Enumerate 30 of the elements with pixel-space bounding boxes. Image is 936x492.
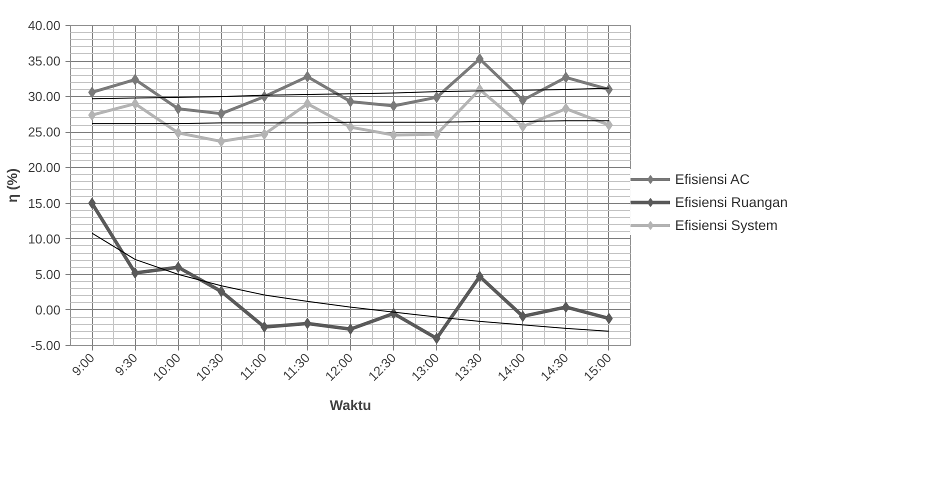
y-tick-label: 20.00	[28, 160, 61, 176]
point	[217, 286, 226, 297]
point	[476, 271, 484, 282]
point	[476, 53, 484, 64]
y-tick-label: 35.00	[28, 54, 61, 69]
point	[518, 120, 527, 132]
y-axis-title: η (%)	[4, 168, 20, 203]
legend-label: Efisiensi System	[675, 217, 778, 233]
y-tick-label: -5.00	[30, 338, 61, 353]
y-tick-label: 0.00	[35, 302, 61, 318]
point	[605, 84, 613, 95]
y-tick-label: 25.00	[28, 124, 61, 140]
y-tick-label: 10.00	[28, 231, 61, 246]
point	[174, 127, 182, 138]
x-tick-label: 9:00	[68, 350, 98, 379]
y-tick-label: 5.00	[35, 266, 61, 282]
x-axis-title: Waktu	[330, 397, 372, 414]
point	[217, 136, 226, 147]
x-tick-label: 9:30	[112, 350, 140, 379]
point	[518, 94, 527, 106]
point	[174, 262, 182, 273]
legend-label: Efisiensi Ruangan	[675, 194, 788, 210]
line-series	[92, 232, 610, 332]
point	[518, 310, 527, 322]
point	[217, 108, 226, 120]
y-tick-label: 30.00	[28, 89, 61, 104]
y-tick-label: 40.00	[28, 18, 61, 33]
point	[174, 103, 182, 114]
legend-label: Efisiensi AC	[675, 171, 750, 187]
y-tick-label: 15.00	[28, 196, 61, 211]
